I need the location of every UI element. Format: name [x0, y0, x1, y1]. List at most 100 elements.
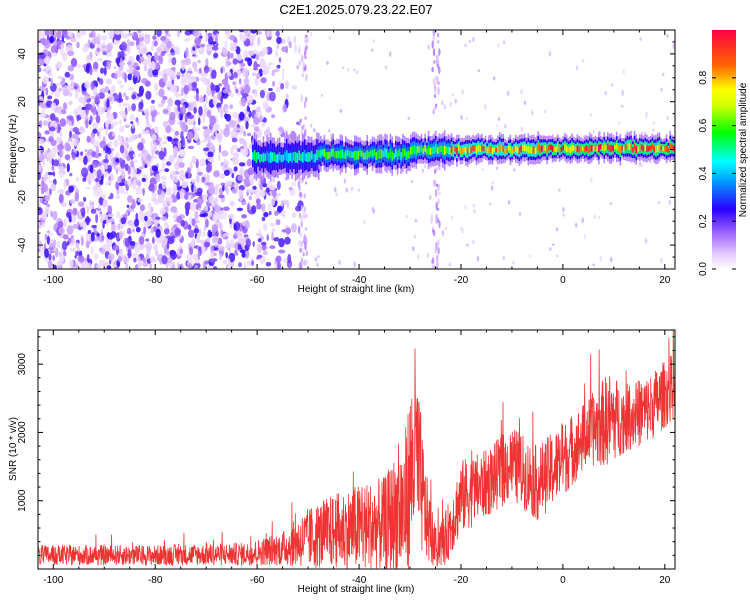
spectrogram-cell [473, 209, 476, 214]
spectrogram-cell [243, 262, 247, 269]
snr-xtick-label: -80 [148, 575, 163, 586]
spectrogram-cell [157, 169, 164, 173]
spectrogram-cell [218, 83, 223, 87]
spectrogram-cell [194, 131, 199, 142]
spectrogram-cell [293, 35, 297, 44]
spectrogram-cell [68, 100, 73, 106]
spectrogram-cell [186, 131, 194, 141]
spectrogram-band-cell [605, 145, 607, 151]
spectrogram-cell [110, 223, 117, 233]
spectrogram-cell [113, 66, 117, 70]
snr-xtick-label: 20 [659, 575, 671, 586]
spectrogram-cell [69, 130, 72, 139]
spectrogram-cell [205, 193, 209, 197]
spectrogram-cell [255, 54, 260, 61]
spectrogram-band-cell [417, 145, 419, 153]
spectrogram-cell [599, 255, 602, 262]
spectrogram-cell [161, 50, 167, 54]
spectrogram-cell [58, 193, 64, 204]
spectrogram-cell [134, 168, 138, 174]
spectrogram-cell [125, 123, 130, 127]
spectrogram-cell [134, 263, 139, 269]
spectrogram-cell [618, 121, 621, 125]
spectrogram-cell [265, 187, 270, 193]
spectrogram-band-cell [302, 152, 304, 163]
spectrogram-band-cell [491, 147, 494, 155]
spectrogram-cell [281, 73, 285, 81]
spectrogram-cell [236, 207, 244, 212]
spectrogram-cell [313, 128, 316, 133]
spectrogram-cell [252, 241, 255, 247]
spectrogram-cell [135, 226, 141, 233]
spectrogram-band-cell [495, 147, 497, 153]
spectrogram-cell [172, 183, 178, 194]
spectrogram-cell [437, 81, 440, 85]
spectrogram-cell [239, 167, 244, 177]
spectrogram-band-cell [603, 144, 605, 152]
spectrogram-band-cell [523, 144, 526, 151]
spectrogram-band-cell [560, 147, 563, 152]
spectrogram-cell [300, 205, 304, 212]
spectrogram-cell [430, 217, 433, 224]
spectrogram-cell [213, 244, 220, 248]
spectrogram-cell [138, 33, 142, 38]
spectrogram-cell [70, 139, 77, 146]
spectrogram-cell [144, 164, 148, 169]
spectrogram-cell [555, 227, 559, 232]
spectrogram-cell [107, 113, 114, 122]
spectrogram-cell [166, 161, 172, 166]
spectrogram-cell [38, 138, 45, 145]
spectrogram-cell [137, 93, 143, 97]
spectrogram-cell [213, 170, 220, 178]
spectrogram-cell [227, 51, 231, 60]
spectrogram-cell [48, 247, 54, 251]
spectrogram-cell [156, 111, 160, 116]
spectrogram-cell [38, 30, 43, 38]
spectrogram-cell [576, 65, 579, 71]
spectrogram-cell [436, 32, 440, 38]
spectrogram-cell [438, 48, 441, 56]
spectrogram-band-cell [264, 153, 267, 162]
spectrogram-cell [162, 121, 169, 128]
spectrogram-cell [224, 113, 228, 119]
spectrogram-cell [472, 203, 475, 207]
spectrogram-cell [42, 120, 48, 127]
spectrogram-band-cell [558, 146, 561, 153]
spectrogram-cell [117, 80, 123, 85]
spectrogram-cell [239, 34, 247, 42]
spectrogram-band-cell [610, 144, 613, 152]
spectrogram-cell [305, 39, 308, 43]
spectrogram-cell [207, 210, 213, 218]
spectrogram-cell [49, 30, 53, 37]
spectrogram-cell [56, 241, 61, 248]
spectrogram-band-cell [252, 152, 254, 160]
spectrogram-cell [146, 54, 152, 61]
spectrogram-ylabel: Frequency (Hz) [8, 115, 19, 184]
spectrogram-cell [139, 243, 145, 250]
spectrogram-cell [126, 45, 131, 54]
spectrogram-cell [112, 84, 116, 93]
spectrogram-cell [334, 187, 337, 193]
spectrogram-cell [222, 47, 228, 56]
spectrogram-cell [179, 191, 185, 200]
spectrogram-cell [199, 158, 207, 167]
spectrogram-cell [72, 127, 80, 133]
spectrogram-cell [229, 92, 234, 98]
spectrogram-band-cell [318, 150, 320, 158]
spectrogram-cell [158, 55, 164, 65]
spectrogram-cell [113, 139, 119, 148]
spectrogram-band-cell [373, 148, 376, 156]
spectrogram-cell [164, 30, 169, 35]
spectrogram-cell [49, 180, 53, 184]
spectrogram-cell [562, 206, 565, 213]
spectrogram-cell [305, 237, 308, 245]
spectrogram-cell [222, 232, 230, 237]
spectrogram-cell [291, 85, 298, 90]
spectrogram-band-cell [407, 150, 410, 159]
spectrogram-cell [253, 117, 260, 125]
spectrogram-cell [590, 177, 593, 183]
spectrogram-cell [98, 78, 104, 85]
spectrogram-cell [161, 190, 165, 197]
spectrogram-cell [149, 259, 157, 263]
